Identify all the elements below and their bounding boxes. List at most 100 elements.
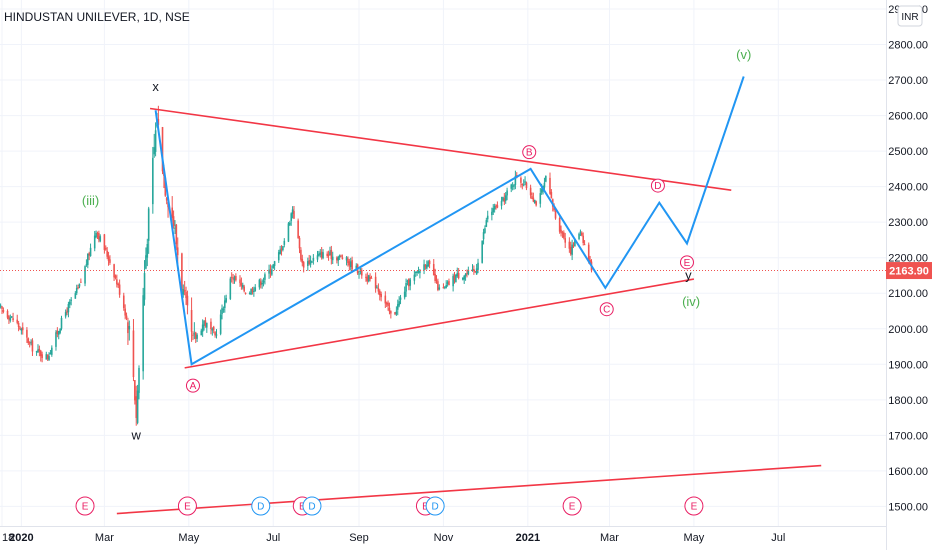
candle-body <box>59 328 61 333</box>
wave-label-text: y <box>685 267 692 282</box>
candle-body <box>251 288 254 293</box>
candle-body <box>423 264 425 270</box>
candle-body <box>428 260 431 265</box>
earnings-marker[interactable] <box>177 496 197 516</box>
candle-body <box>9 317 12 321</box>
trendline-bottom[interactable] <box>116 464 822 515</box>
candle-body <box>175 224 178 245</box>
candle-body <box>331 256 334 261</box>
candle-body <box>26 329 28 338</box>
candle-body <box>290 213 293 221</box>
candle-body <box>408 278 410 287</box>
candle-body <box>589 260 591 264</box>
candle-body <box>262 280 265 283</box>
candle-body <box>326 253 328 256</box>
candle-body <box>193 333 196 335</box>
candle-body <box>223 300 226 309</box>
candle-body <box>48 356 50 361</box>
candle-body <box>298 237 301 249</box>
wave_path[interactable] <box>154 76 745 366</box>
candle-body <box>75 287 78 294</box>
candle-body <box>462 277 464 280</box>
event-marker-label: E <box>184 502 191 513</box>
candle-body <box>31 340 34 352</box>
candle-body <box>572 245 575 247</box>
candle-body <box>268 269 270 274</box>
candle-body <box>369 276 371 280</box>
candle-body <box>55 332 57 347</box>
trendline-lower[interactable] <box>184 278 695 369</box>
candle-body <box>302 262 305 268</box>
elliott-wave-path[interactable] <box>154 76 745 366</box>
candle-body <box>457 273 460 279</box>
trendline-upper[interactable] <box>149 107 732 191</box>
candle-body <box>320 251 323 258</box>
candle-body <box>212 326 215 331</box>
candle-body <box>312 258 315 261</box>
candle-body <box>60 317 63 329</box>
earnings-marker[interactable] <box>75 496 95 516</box>
dividend-marker[interactable] <box>425 496 445 516</box>
candle-body <box>261 282 263 285</box>
candle-body <box>355 265 358 270</box>
candle-body <box>351 260 353 270</box>
chart-title: HINDUSTAN UNILEVER, 1D, NSE <box>4 10 190 24</box>
dividend-marker[interactable] <box>302 496 322 516</box>
candle-body <box>395 311 398 315</box>
candle-body <box>28 342 31 344</box>
candle-body <box>271 269 273 275</box>
price-tick-label: 2000.00 <box>888 324 928 336</box>
candle-body <box>165 197 168 201</box>
candle-body <box>84 266 86 284</box>
candle-body <box>549 177 551 194</box>
candle-body <box>293 211 295 219</box>
candle-body <box>473 268 475 271</box>
candle-body <box>96 233 99 235</box>
candle-body <box>232 278 234 280</box>
candle-body <box>424 264 427 267</box>
candle-body <box>514 175 517 185</box>
candle-body <box>318 253 320 256</box>
candle-body <box>124 308 126 316</box>
candle-body <box>51 347 53 355</box>
candle-body <box>474 271 477 273</box>
candle-body <box>308 260 311 264</box>
candle-body <box>571 244 573 255</box>
earnings-marker[interactable] <box>562 496 582 516</box>
candle-body <box>482 232 485 240</box>
time-tick-label: Jul <box>266 532 280 544</box>
wave-label-text: (v) <box>736 47 751 62</box>
candle-body <box>203 321 205 326</box>
earnings-marker[interactable] <box>684 496 704 516</box>
currency-badge[interactable]: INR <box>897 5 923 27</box>
candle-body <box>279 249 281 254</box>
candle-body <box>233 277 236 281</box>
candle-body <box>370 277 373 279</box>
candle-body <box>21 327 24 331</box>
candle-body <box>244 292 247 295</box>
candle-body <box>280 248 283 251</box>
trendlines[interactable] <box>116 107 822 515</box>
candle-body <box>445 284 447 288</box>
candle-body <box>283 240 286 245</box>
last-price-tag: 2163.90 <box>886 262 932 280</box>
candle-body <box>481 240 483 263</box>
candle-body <box>336 257 338 261</box>
candle-body <box>17 323 20 327</box>
candle-body <box>579 231 582 233</box>
candle-body <box>341 257 344 260</box>
candle-body <box>403 291 406 298</box>
candle-body <box>316 255 319 260</box>
candle-body <box>399 297 402 300</box>
wave-labels: x w (iii) A B C D Ey (iv) (v) <box>82 47 751 442</box>
candle-body <box>89 247 92 257</box>
candle-body <box>183 290 186 292</box>
candle-body <box>269 269 272 273</box>
dividend-marker[interactable] <box>251 496 271 516</box>
candle-body <box>201 324 204 332</box>
candle-body <box>529 187 532 196</box>
candle-body <box>27 338 30 344</box>
